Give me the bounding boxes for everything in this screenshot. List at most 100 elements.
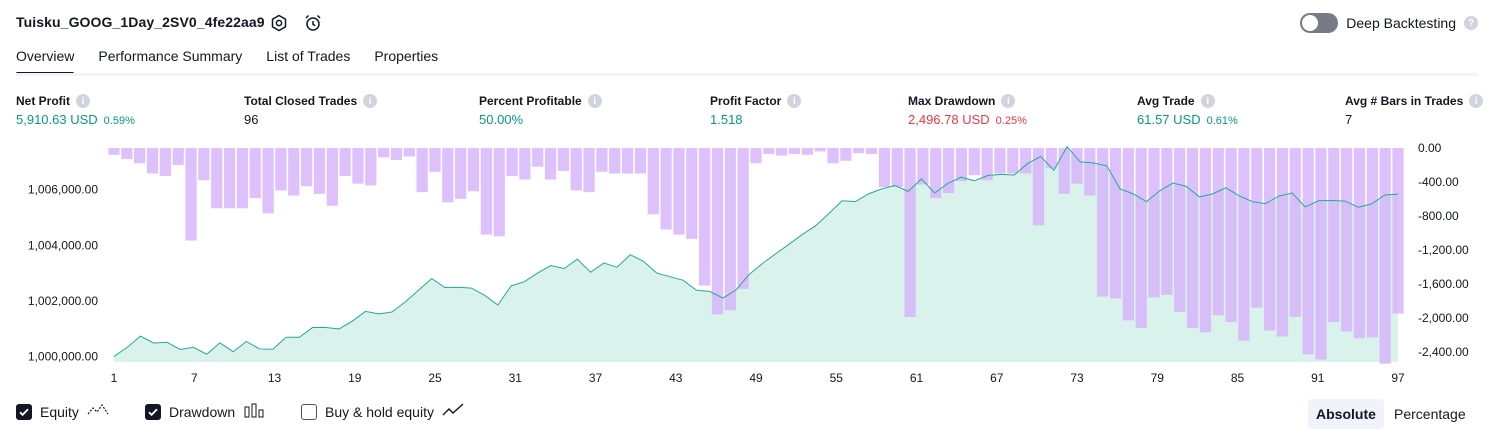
drawdown-bar bbox=[1045, 148, 1057, 169]
metric-value: 5,910.63 USD bbox=[16, 112, 98, 127]
metric-max-drawdown: Max Drawdown i 2,496.78 USD 0.25% bbox=[908, 94, 1027, 127]
drawdown-bar bbox=[660, 148, 672, 230]
drawdown-bar bbox=[1225, 148, 1237, 323]
percentage-button[interactable]: Percentage bbox=[1394, 406, 1466, 422]
drawdown-bar bbox=[673, 148, 685, 235]
metric-label: Net Profit bbox=[16, 94, 70, 108]
metric-total-closed-trades: Total Closed Trades i 96 bbox=[244, 94, 378, 127]
legend-drawdown[interactable]: Drawdown bbox=[145, 402, 265, 421]
drawdown-bar bbox=[352, 148, 364, 184]
settings-icon[interactable] bbox=[269, 13, 289, 33]
left-axis-tick-label: 1,002,000.00 bbox=[28, 294, 98, 308]
drawdown-bar bbox=[827, 148, 839, 164]
tab-performance-summary[interactable]: Performance Summary bbox=[98, 48, 243, 64]
info-icon[interactable]: i bbox=[587, 94, 602, 108]
drawdown-bar bbox=[1007, 148, 1019, 174]
drawdown-bar bbox=[339, 148, 351, 177]
tab-list-of-trades[interactable]: List of Trades bbox=[266, 48, 351, 64]
drawdown-bar bbox=[994, 148, 1006, 174]
metric-value: 7 bbox=[1345, 112, 1353, 127]
drawdown-bar bbox=[840, 148, 852, 161]
x-tick-label: 73 bbox=[1070, 371, 1084, 385]
info-icon[interactable]: i bbox=[76, 94, 90, 108]
drawdown-bar bbox=[313, 148, 326, 194]
x-tick-label: 13 bbox=[268, 371, 282, 385]
drawdown-bar bbox=[1109, 148, 1122, 299]
drawdown-bar bbox=[699, 148, 711, 286]
drawdown-bar bbox=[1379, 148, 1391, 364]
drawdown-bar bbox=[506, 148, 518, 177]
x-tick-label: 43 bbox=[669, 371, 683, 385]
metric-net-profit: Net Profit i 5,910.63 USD 0.59% bbox=[16, 94, 135, 127]
drawdown-bar bbox=[609, 148, 621, 174]
drawdown-bar bbox=[878, 148, 891, 188]
drawdown-bar bbox=[814, 148, 826, 152]
drawdown-bar bbox=[570, 148, 582, 191]
tab-properties[interactable]: Properties bbox=[374, 48, 439, 64]
drawdown-bar bbox=[1032, 148, 1045, 226]
drawdown-bar bbox=[300, 148, 313, 187]
drawdown-bar bbox=[480, 148, 492, 235]
drawdown-bar bbox=[1353, 148, 1366, 339]
equity-line-icon bbox=[87, 402, 109, 421]
absolute-button[interactable]: Absolute bbox=[1308, 399, 1384, 429]
x-tick-label: 85 bbox=[1231, 371, 1245, 385]
info-icon[interactable]: i bbox=[787, 94, 802, 108]
drawdown-bar bbox=[968, 148, 980, 176]
drawdown-bar bbox=[429, 148, 441, 172]
help-icon[interactable]: ? bbox=[1464, 16, 1478, 30]
drawdown-label: Drawdown bbox=[169, 403, 236, 420]
drawdown-bar bbox=[557, 148, 570, 171]
drawdown-bar bbox=[365, 148, 377, 186]
drawdown-bar bbox=[737, 148, 749, 289]
strategy-title: Tuisku_GOOG_1Day_2SV0_4fe22aa9 bbox=[16, 14, 265, 30]
right-axis-tick-label: -1,600.00 bbox=[1418, 277, 1469, 291]
drawdown-bar bbox=[1276, 148, 1289, 337]
metric-value: 1.518 bbox=[710, 112, 743, 127]
x-tick-label: 61 bbox=[910, 371, 924, 385]
tab-bar: Overview Performance Summary List of Tra… bbox=[16, 48, 439, 75]
buy-hold-label: Buy & hold equity bbox=[325, 403, 434, 420]
drawdown-bar bbox=[467, 148, 480, 192]
metric-value: 50.00% bbox=[479, 112, 524, 127]
drawdown-bar bbox=[750, 148, 762, 164]
equity-drawdown-chart[interactable]: 1 7 13 19 25 31 37 43 49 55 61 67 73 79 85 91 97 1,000,00… bbox=[0, 138, 1494, 392]
drawdown-bar bbox=[776, 148, 788, 156]
info-icon[interactable]: i bbox=[1469, 94, 1484, 108]
info-icon[interactable]: i bbox=[363, 94, 378, 108]
x-tick-label: 25 bbox=[428, 371, 442, 385]
equity-checkbox[interactable] bbox=[16, 403, 32, 420]
drawdown-bar bbox=[198, 148, 210, 181]
metric-avg-bars-in-trades: Avg # Bars in Trades i 7 bbox=[1345, 94, 1484, 127]
x-tick-label: 67 bbox=[990, 371, 1004, 385]
equity-line bbox=[113, 145, 1399, 357]
tab-divider bbox=[16, 73, 1478, 76]
drawdown-bar bbox=[724, 148, 736, 311]
alarm-clock-icon[interactable] bbox=[303, 13, 323, 33]
info-icon[interactable]: i bbox=[1001, 94, 1016, 108]
drawdown-bars bbox=[108, 148, 1404, 364]
legend-equity[interactable]: Equity bbox=[16, 402, 109, 421]
left-axis-tick-label: 1,006,000.00 bbox=[28, 183, 98, 197]
deep-backtesting-toggle[interactable] bbox=[1300, 13, 1339, 33]
metric-profit-factor: Profit Factor i 1.518 bbox=[710, 94, 802, 127]
drawdown-bar bbox=[544, 148, 557, 180]
x-tick-label: 97 bbox=[1391, 371, 1405, 385]
drawdown-bar bbox=[1302, 148, 1314, 355]
legend-buy-hold[interactable]: Buy & hold equity bbox=[301, 402, 464, 421]
drawdown-bar bbox=[390, 148, 403, 160]
drawdown-bar bbox=[1186, 148, 1199, 329]
metric-percent-profitable: Percent Profitable i 50.00% bbox=[479, 94, 602, 127]
buy-hold-checkbox[interactable] bbox=[301, 403, 317, 420]
buy-hold-line-icon bbox=[442, 402, 464, 421]
drawdown-bar bbox=[493, 148, 505, 237]
drawdown-bar bbox=[1289, 148, 1301, 317]
info-icon[interactable]: i bbox=[1200, 94, 1215, 108]
metric-label: Max Drawdown bbox=[908, 94, 996, 108]
drawdown-bar bbox=[108, 148, 120, 155]
drawdown-checkbox[interactable] bbox=[145, 403, 161, 420]
x-tick-label: 31 bbox=[509, 371, 523, 385]
metric-label: Avg Trade bbox=[1137, 94, 1195, 108]
tab-overview[interactable]: Overview bbox=[16, 48, 75, 75]
drawdown-bar bbox=[917, 148, 929, 185]
